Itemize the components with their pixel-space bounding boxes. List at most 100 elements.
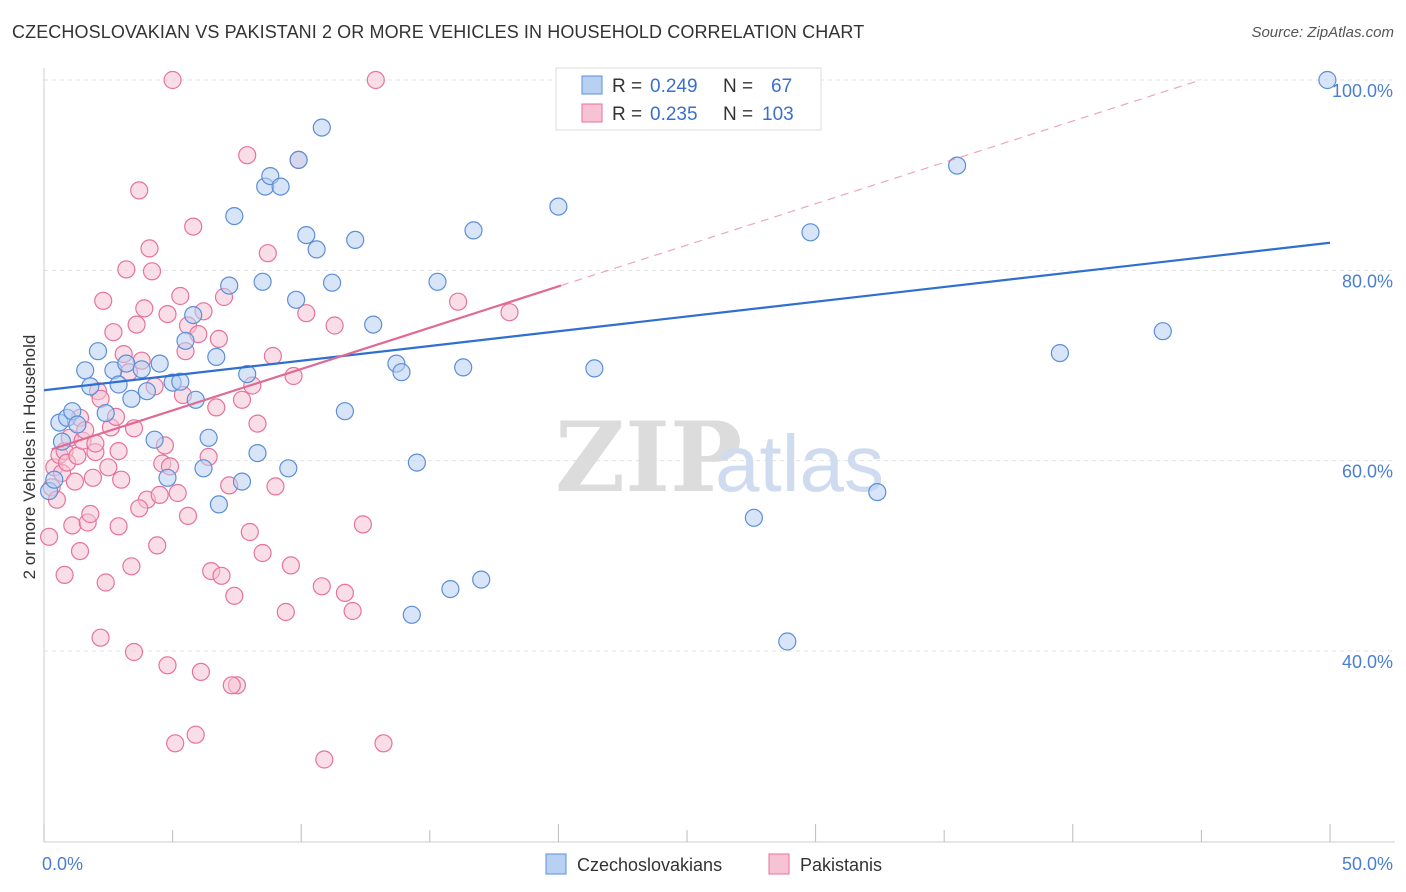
pakistanis-point-87 (500, 303, 519, 322)
czechoslovakians-point-19 (158, 468, 177, 487)
pakistanis-point-84 (366, 70, 385, 90)
trend-line-pakistanis (51, 284, 562, 451)
bottom-legend-swatch-pink (768, 853, 790, 875)
czechoslovakians-point-27 (207, 347, 226, 366)
czechoslovakians-point-21 (171, 372, 190, 391)
pakistanis-point-62 (207, 398, 226, 417)
pakistanis-point-47 (158, 305, 177, 324)
pakistanis-point-95 (109, 517, 128, 536)
pakistanis-point-96 (130, 499, 149, 518)
legend-swatch-pink (581, 103, 603, 123)
czechoslovakians-point-44 (323, 273, 342, 292)
czechoslovakians-point-41 (297, 226, 316, 245)
czechoslovakians-point-29 (220, 276, 239, 295)
pakistanis-point-36 (130, 181, 149, 200)
y-tick-label-2: 80.0% (1342, 271, 1393, 291)
x-tick-label-1: 50.0% (1342, 854, 1393, 874)
czechoslovakians-point-60 (744, 508, 764, 527)
czechoslovakians-point-6 (68, 415, 87, 434)
trend-lines (43, 79, 1331, 451)
pakistanis-point-69 (238, 146, 257, 165)
pakistanis-point-102 (343, 601, 362, 621)
pakistanis-point-99 (240, 522, 259, 542)
czechoslovakians-point-33 (248, 444, 267, 463)
pakistanis-point-74 (263, 346, 282, 366)
czechoslovakians-point-28 (209, 495, 228, 514)
czechoslovakians-point-1 (45, 470, 64, 489)
pakistanis-point-89 (124, 642, 144, 662)
czechoslovakians-point-23 (184, 306, 203, 325)
czechoslovakians-point-46 (346, 230, 365, 249)
pakistanis-point-11 (68, 446, 87, 465)
axes (43, 68, 1395, 843)
pakistanis-point-88 (91, 628, 110, 647)
series-pakistanis-points (39, 70, 519, 769)
czechoslovakians-point-17 (145, 430, 164, 449)
pakistanis-point-94 (70, 541, 90, 561)
pakistanis-point-75 (266, 477, 285, 496)
czechoslovakians-point-31 (232, 472, 252, 491)
pakistanis-point-79 (297, 304, 316, 323)
czechoslovakians-point-67 (1318, 70, 1337, 90)
watermark-zip: ZIP (555, 401, 742, 514)
czechoslovakians-point-50 (402, 605, 421, 624)
czechoslovakians-point-34 (253, 272, 272, 291)
czechoslovakians-point-12 (109, 375, 128, 394)
pakistanis-point-38 (135, 299, 154, 318)
legend-n-label-2: N = (723, 104, 753, 125)
pakistanis-point-98 (212, 566, 231, 585)
czechoslovakians-point-53 (441, 579, 460, 599)
chart-title: CZECHOSLOVAKIAN VS PAKISTANI 2 OR MORE V… (12, 22, 865, 42)
czechoslovakians-point-54 (454, 358, 473, 377)
czechoslovakians-point-37 (271, 177, 290, 196)
czechoslovakians-point-64 (947, 156, 967, 175)
czechoslovakians-point-39 (287, 290, 306, 309)
czechoslovakians-point-38 (279, 459, 298, 478)
pakistanis-point-76 (276, 602, 295, 622)
bottom-legend-czechoslovakians: Czechoslovakians (577, 855, 722, 875)
pakistanis-point-82 (335, 583, 354, 603)
legend-r-value-1: 0.249 (650, 76, 698, 97)
source-credit: Source: ZipAtlas.com (1251, 24, 1394, 41)
czechoslovakians-point-66 (1153, 322, 1172, 341)
y-tick-label-1: 60.0% (1342, 462, 1393, 482)
pakistanis-point-24 (99, 458, 118, 477)
czechoslovakians-point-55 (464, 221, 483, 240)
pakistanis-point-44 (150, 485, 169, 504)
pakistanis-point-91 (191, 662, 210, 682)
bottom-legend-swatch-blue (545, 853, 567, 875)
pakistanis-point-50 (166, 734, 185, 753)
pakistanis-point-72 (253, 543, 272, 563)
pakistanis-point-16 (81, 504, 100, 524)
czechoslovakians-point-18 (150, 354, 169, 373)
y-axis-label: 2 or more Vehicles in Household (20, 335, 39, 580)
legend-swatch-blue (581, 75, 603, 95)
pakistanis-point-41 (142, 262, 162, 281)
legend-n-label-1: N = (723, 76, 753, 97)
pakistanis-point-101 (312, 577, 331, 596)
czechoslovakians-point-26 (199, 428, 218, 447)
legend-n-value-1: 67 (771, 76, 792, 97)
pakistanis-point-73 (258, 244, 277, 263)
czechoslovakians-point-30 (225, 207, 244, 226)
pakistanis-point-90 (158, 656, 177, 675)
czechoslovakians-point-9 (88, 342, 108, 361)
x-tick-labels: 0.0% 50.0% (42, 854, 1393, 874)
pakistanis-point-85 (374, 734, 393, 753)
pakistanis-point-80 (315, 750, 334, 769)
czechoslovakians-point-56 (472, 570, 491, 589)
watermark: ZIP atlas (555, 401, 884, 514)
czechoslovakians-point-16 (137, 382, 156, 401)
pakistanis-point-35 (127, 315, 146, 334)
pakistanis-point-10 (65, 472, 85, 491)
czechoslovakians-point-22 (176, 331, 195, 350)
bottom-legend: Czechoslovakians Pakistanis (545, 853, 882, 875)
czechoslovakians-point-42 (307, 240, 326, 259)
pakistanis-point-29 (112, 470, 131, 489)
pakistanis-point-100 (281, 556, 300, 575)
czechoslovakians-point-13 (117, 354, 136, 373)
czechoslovakians-point-32 (238, 365, 257, 384)
czechoslovakians-point-61 (778, 632, 797, 651)
pakistanis-point-56 (184, 217, 203, 236)
pakistanis-point-23 (96, 573, 115, 592)
